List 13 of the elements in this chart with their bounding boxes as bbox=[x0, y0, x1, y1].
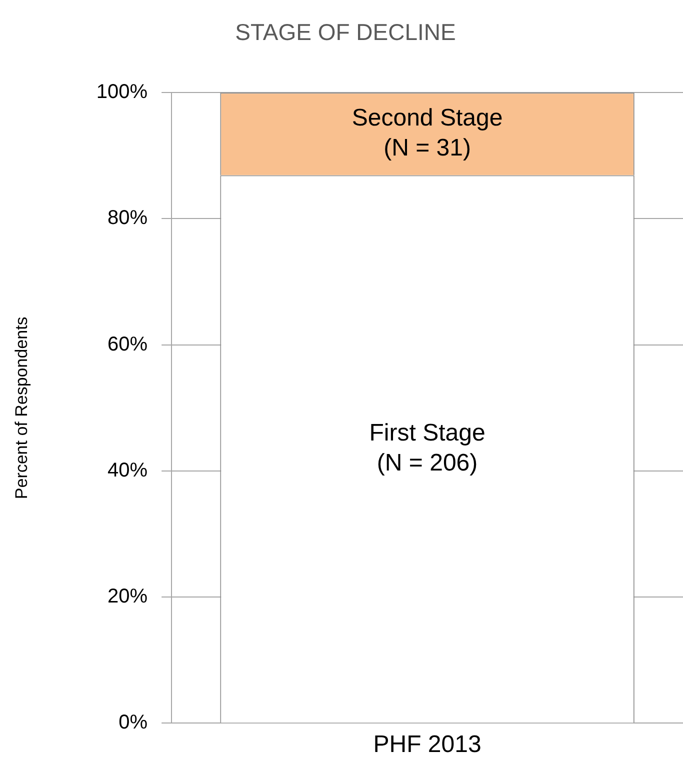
x-tick-label: PHF 2013 bbox=[373, 731, 482, 758]
series-label: Second Stage bbox=[352, 104, 503, 132]
y-tick-label: 100% bbox=[96, 81, 148, 104]
y-tick-label: 20% bbox=[108, 586, 148, 608]
chart-title: STAGE OF DECLINE bbox=[235, 19, 456, 46]
y-axis-title: Percent of Respondents bbox=[12, 316, 31, 500]
y-tick-label: 60% bbox=[108, 333, 148, 356]
y-tick-label: 80% bbox=[108, 207, 148, 230]
annotation: (N = 31) bbox=[384, 134, 471, 162]
annotation: (N = 206) bbox=[376, 450, 478, 477]
y-tick-label: 40% bbox=[108, 459, 148, 482]
y-tick-label: 0% bbox=[118, 712, 148, 734]
series-label: First Stage bbox=[369, 420, 486, 447]
